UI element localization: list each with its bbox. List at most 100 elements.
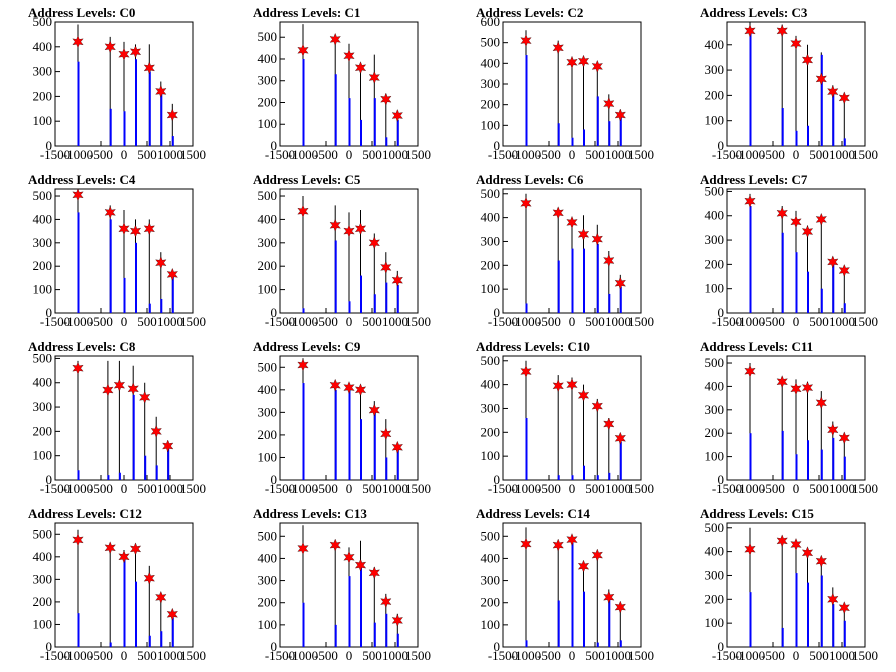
y-tick-label: 400 — [481, 377, 501, 392]
x-tick-label: 500 — [137, 481, 157, 496]
y-tick-label: 200 — [705, 256, 725, 271]
x-tick-label: 1000 — [382, 481, 408, 496]
x-tick-label: 500 — [362, 147, 382, 162]
y-tick-label: 0 — [494, 472, 501, 487]
x-tick-label: -1000 — [735, 314, 765, 329]
x-tick-label: 1500 — [180, 314, 206, 329]
star-marker — [552, 41, 564, 55]
star-marker — [827, 423, 839, 437]
star-marker — [744, 194, 756, 208]
x-tick-label: 500 — [137, 314, 157, 329]
chart-title: Address Levels: C8 — [28, 339, 136, 354]
x-tick-label: -1500 — [712, 314, 742, 329]
x-tick-label: 500 — [585, 147, 605, 162]
chart-title: Address Levels: C6 — [476, 172, 584, 187]
star-marker — [113, 378, 125, 392]
y-tick-label: 300 — [258, 235, 278, 250]
x-tick-label: 0 — [569, 147, 576, 162]
x-tick-label: -1500 — [265, 147, 295, 162]
y-tick-label: 300 — [258, 573, 278, 588]
x-tick-label: -500 — [89, 648, 113, 663]
x-tick-label: -1500 — [265, 481, 295, 496]
x-tick-label: 1500 — [852, 481, 878, 496]
star-marker — [790, 215, 802, 229]
chart-panel: Address Levels: C10 0 100 200 300 400 500 -1500… — [476, 339, 654, 496]
y-tick-label: 300 — [705, 62, 725, 77]
star-marker — [166, 607, 178, 621]
star-marker — [801, 546, 814, 560]
y-tick-label: 400 — [33, 211, 53, 226]
chart-title: Address Levels: C9 — [253, 339, 361, 354]
x-tick-label: 1000 — [157, 481, 183, 496]
y-tick-label: 0 — [718, 472, 725, 487]
y-tick-label: 200 — [705, 425, 725, 440]
x-tick-label: -1500 — [488, 481, 518, 496]
x-tick-label: -1500 — [712, 147, 742, 162]
star-marker — [577, 227, 590, 241]
star-marker — [129, 542, 142, 556]
y-tick-label: 300 — [258, 404, 278, 419]
star-marker — [329, 218, 341, 232]
star-marker — [838, 601, 850, 615]
star-marker — [354, 222, 367, 236]
chart-panel: Address Levels: C90100200300400500-1500-… — [253, 339, 431, 496]
star-marker — [614, 276, 626, 290]
y-tick-label: 500 — [705, 355, 725, 370]
chart-panel: Address Levels: C00100200300400500-1500-… — [28, 5, 206, 162]
star-marker — [104, 40, 116, 54]
y-tick-label: 300 — [33, 399, 53, 414]
x-tick-label: 0 — [121, 147, 128, 162]
star-marker — [566, 533, 578, 547]
y-tick-label: 100 — [481, 617, 501, 632]
y-tick-label: 200 — [481, 257, 501, 272]
star-marker — [591, 399, 603, 413]
star-marker — [380, 260, 392, 274]
y-tick-label: 100 — [481, 281, 501, 296]
y-tick-label: 500 — [33, 188, 53, 203]
star-marker — [614, 431, 626, 445]
star-marker — [520, 196, 532, 210]
y-tick-label: 100 — [258, 282, 278, 297]
x-tick-label: 1500 — [405, 314, 431, 329]
x-tick-label: 1500 — [405, 481, 431, 496]
x-tick-label: -500 — [89, 481, 113, 496]
star-marker — [155, 256, 167, 270]
chart-panel: Address Levels: C13 0 100 200 300 400 500 -1500… — [253, 506, 431, 663]
x-tick-label: 500 — [137, 648, 157, 663]
star-marker — [104, 541, 116, 555]
y-tick-label: 400 — [705, 208, 725, 223]
x-tick-label: 1000 — [829, 481, 855, 496]
y-tick-label: 500 — [33, 14, 53, 29]
chart-panel: Address Levels: C60100200300400500-1500-… — [476, 172, 654, 329]
x-tick-label: 0 — [793, 314, 800, 329]
chart-title: Address Levels: C2 — [476, 5, 583, 20]
chart-panel: Address Levels: C12 0 100 200 300 400 500 -1500… — [28, 506, 206, 663]
x-tick-label: 0 — [793, 648, 800, 663]
star-marker — [72, 361, 84, 375]
star-marker — [603, 417, 615, 431]
chart-title: Address Levels: C12 — [28, 506, 142, 521]
chart-title: Address Levels: C10 — [476, 339, 590, 354]
x-tick-label: -1500 — [265, 648, 295, 663]
star-marker — [380, 595, 392, 609]
y-tick-label: 100 — [705, 449, 725, 464]
star-marker — [129, 45, 142, 59]
y-tick-label: 400 — [258, 51, 278, 66]
star-marker — [577, 54, 590, 68]
y-tick-label: 500 — [258, 188, 278, 203]
star-marker — [614, 600, 626, 614]
star-marker — [603, 97, 615, 111]
x-tick-label: -1000 — [511, 147, 541, 162]
star-marker — [520, 537, 532, 551]
star-marker — [744, 542, 756, 556]
chart-panel: Address Levels: C15 0 100 200 300 400 500 -1500… — [700, 506, 878, 663]
chart-title: Address Levels: C5 — [253, 172, 361, 187]
star-marker — [368, 566, 380, 580]
star-marker — [118, 47, 130, 61]
y-tick-label: 500 — [258, 359, 278, 374]
x-tick-label: -500 — [537, 481, 561, 496]
y-tick-label: 300 — [705, 232, 725, 247]
chart-panel: Address Levels: C2 0 100 200 300 400 500 600 -15… — [476, 5, 654, 162]
chart-title: Address Levels: C4 — [28, 172, 136, 187]
y-tick-label: 400 — [481, 210, 501, 225]
